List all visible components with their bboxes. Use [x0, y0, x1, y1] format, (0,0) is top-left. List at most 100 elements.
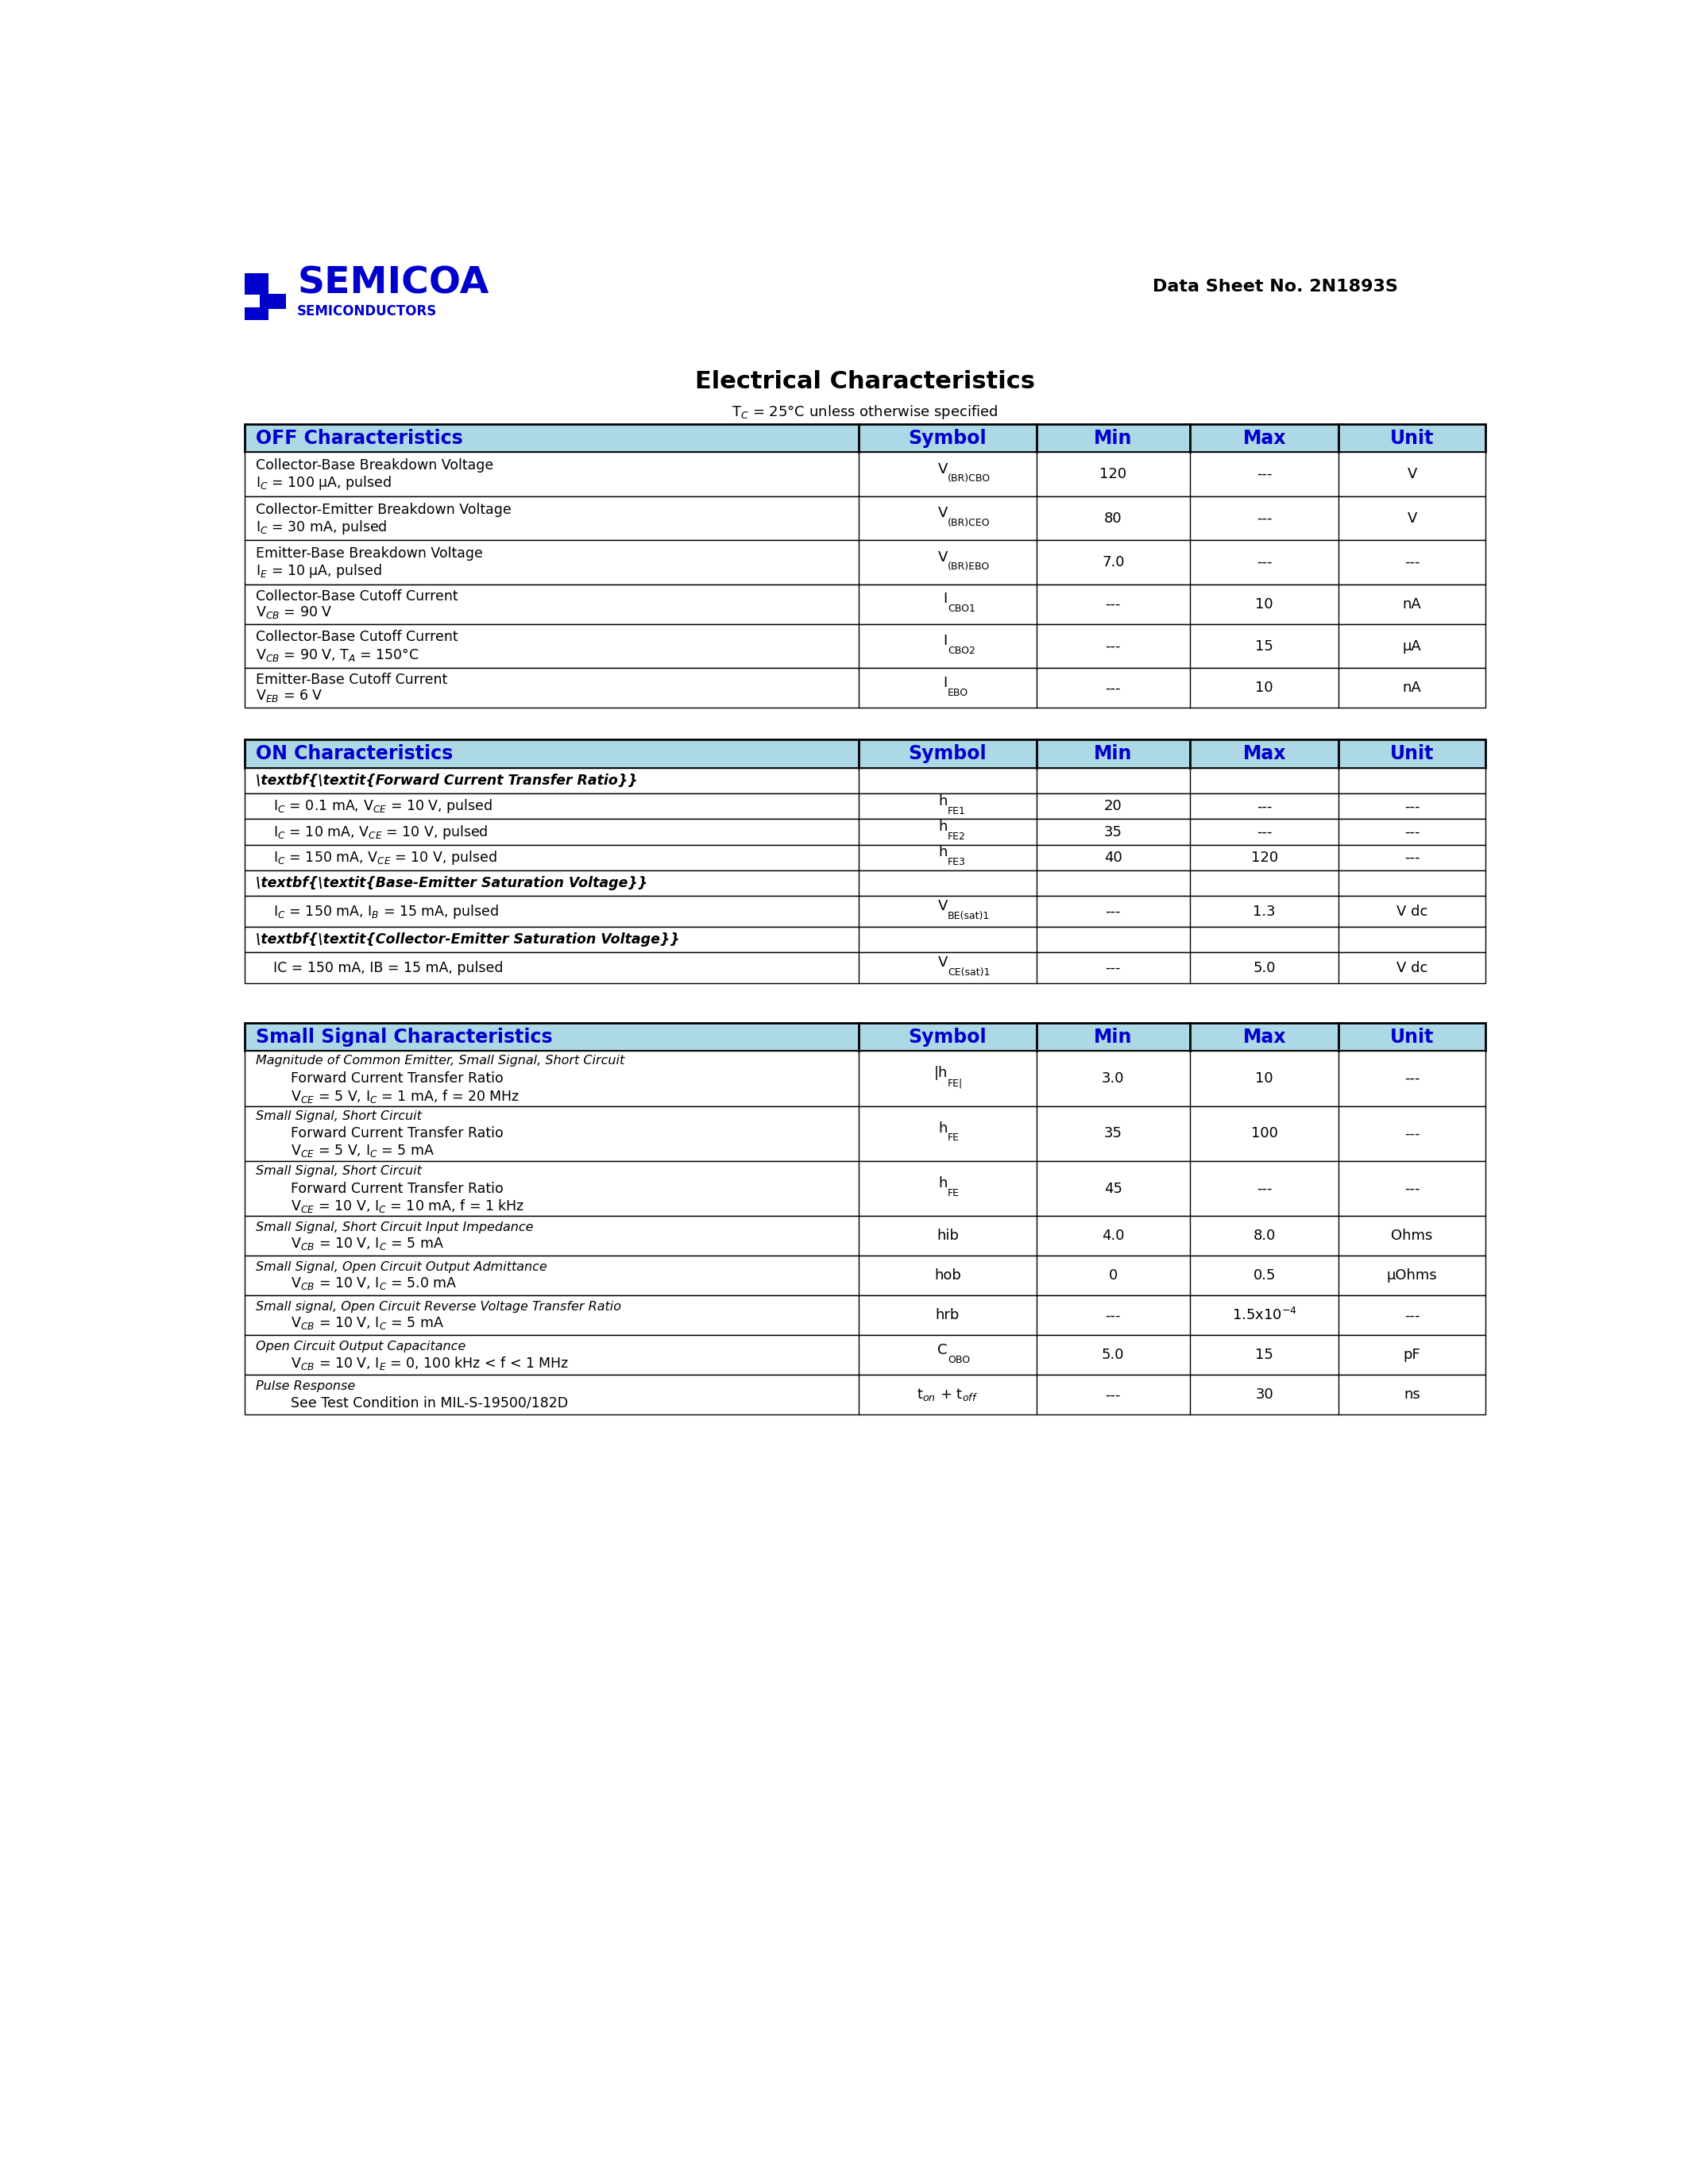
Text: V$_{CE}$ = 5 V, I$_C$ = 5 mA: V$_{CE}$ = 5 V, I$_C$ = 5 mA — [257, 1142, 436, 1160]
Text: (BR)CEO: (BR)CEO — [947, 518, 991, 529]
Text: Small Signal, Open Circuit Output Admittance: Small Signal, Open Circuit Output Admitt… — [257, 1260, 547, 1273]
Text: ---: --- — [1106, 1387, 1121, 1402]
Text: Unit: Unit — [1389, 745, 1435, 762]
Text: T$_C$ = 25°C unless otherwise specified: T$_C$ = 25°C unless otherwise specified — [733, 404, 998, 422]
Text: FE1: FE1 — [947, 806, 966, 817]
Bar — [245, 273, 268, 295]
Text: Max: Max — [1242, 428, 1286, 448]
Bar — [245, 625, 1485, 668]
Bar — [245, 1295, 1485, 1334]
Text: V$_{CB}$ = 90 V: V$_{CB}$ = 90 V — [257, 605, 333, 620]
Bar — [260, 295, 285, 310]
Bar — [245, 1051, 1485, 1105]
Text: 8.0: 8.0 — [1252, 1230, 1276, 1243]
Text: 1.3: 1.3 — [1252, 904, 1276, 919]
Text: 3.0: 3.0 — [1102, 1072, 1124, 1085]
Text: OBO: OBO — [947, 1354, 971, 1365]
Text: SEMICONDUCTORS: SEMICONDUCTORS — [297, 304, 437, 319]
Bar — [245, 452, 1485, 496]
Text: V$_{CB}$ = 10 V, I$_C$ = 5 mA: V$_{CB}$ = 10 V, I$_C$ = 5 mA — [257, 1236, 444, 1251]
Text: Forward Current Transfer Ratio: Forward Current Transfer Ratio — [257, 1182, 503, 1195]
Text: h: h — [939, 795, 947, 808]
Text: 0.5: 0.5 — [1252, 1269, 1276, 1282]
Text: Pulse Response: Pulse Response — [257, 1380, 356, 1391]
Text: V: V — [1408, 511, 1416, 526]
Text: FE: FE — [947, 1133, 959, 1142]
Text: V dc: V dc — [1396, 904, 1428, 919]
Text: I$_E$ = 10 μA, pulsed: I$_E$ = 10 μA, pulsed — [257, 563, 381, 581]
Text: I: I — [944, 675, 947, 690]
Text: Small Signal, Short Circuit Input Impedance: Small Signal, Short Circuit Input Impeda… — [257, 1221, 533, 1234]
Text: hrb: hrb — [935, 1308, 960, 1324]
Text: Collector-Emitter Breakdown Voltage: Collector-Emitter Breakdown Voltage — [257, 502, 511, 518]
Text: CBO1: CBO1 — [947, 603, 976, 614]
Text: 10: 10 — [1256, 596, 1273, 612]
Bar — [245, 793, 1485, 819]
Text: Symbol: Symbol — [908, 745, 987, 762]
Text: ---: --- — [1106, 681, 1121, 695]
Bar — [245, 1256, 1485, 1295]
Text: V: V — [939, 463, 947, 476]
Text: Unit: Unit — [1389, 428, 1435, 448]
Bar — [245, 1216, 1485, 1256]
Text: Small Signal, Short Circuit: Small Signal, Short Circuit — [257, 1164, 422, 1177]
Text: t$_{on}$ + t$_{off}$: t$_{on}$ + t$_{off}$ — [917, 1387, 979, 1402]
Text: 30: 30 — [1256, 1387, 1273, 1402]
Text: FE: FE — [947, 1188, 959, 1199]
Text: I$_C$ = 150 mA, I$_B$ = 15 mA, pulsed: I$_C$ = 150 mA, I$_B$ = 15 mA, pulsed — [257, 902, 500, 919]
Text: 1.5x10$^{-4}$: 1.5x10$^{-4}$ — [1232, 1308, 1296, 1324]
Text: 0: 0 — [1109, 1269, 1117, 1282]
Text: See Test Condition in MIL-S-19500/182D: See Test Condition in MIL-S-19500/182D — [257, 1396, 569, 1411]
Text: 80: 80 — [1104, 511, 1123, 526]
Text: Min: Min — [1094, 745, 1133, 762]
Bar — [245, 1022, 1485, 1051]
Text: Electrical Characteristics: Electrical Characteristics — [695, 369, 1035, 393]
Text: V$_{CB}$ = 10 V, I$_C$ = 5 mA: V$_{CB}$ = 10 V, I$_C$ = 5 mA — [257, 1315, 444, 1332]
Text: CBO2: CBO2 — [947, 646, 976, 655]
Text: ns: ns — [1404, 1387, 1420, 1402]
Text: I: I — [944, 633, 947, 649]
Text: 40: 40 — [1104, 850, 1123, 865]
Text: 15: 15 — [1256, 1348, 1273, 1363]
Text: FE3: FE3 — [947, 856, 966, 867]
Text: Small Signal Characteristics: Small Signal Characteristics — [257, 1026, 554, 1046]
Text: ---: --- — [1256, 511, 1273, 526]
Bar — [245, 740, 1485, 769]
Text: I$_C$ = 30 mA, pulsed: I$_C$ = 30 mA, pulsed — [257, 518, 388, 535]
Text: FE|: FE| — [947, 1079, 962, 1088]
Bar — [245, 496, 1485, 539]
Text: Ohms: Ohms — [1391, 1230, 1433, 1243]
Text: (BR)EBO: (BR)EBO — [947, 561, 989, 572]
Bar — [245, 845, 1485, 871]
Text: V$_{CB}$ = 10 V, I$_E$ = 0, 100 kHz < f < 1 MHz: V$_{CB}$ = 10 V, I$_E$ = 0, 100 kHz < f … — [257, 1354, 569, 1372]
Text: 7.0: 7.0 — [1102, 555, 1124, 570]
Text: V$_{CE}$ = 5 V, I$_C$ = 1 mA, f = 20 MHz: V$_{CE}$ = 5 V, I$_C$ = 1 mA, f = 20 MHz — [257, 1088, 520, 1105]
Text: ---: --- — [1256, 826, 1273, 839]
Text: nA: nA — [1403, 681, 1421, 695]
Text: V$_{EB}$ = 6 V: V$_{EB}$ = 6 V — [257, 688, 322, 703]
Text: I$_C$ = 150 mA, V$_{CE}$ = 10 V, pulsed: I$_C$ = 150 mA, V$_{CE}$ = 10 V, pulsed — [257, 850, 498, 867]
Text: 120: 120 — [1099, 467, 1126, 480]
Text: I$_C$ = 10 mA, V$_{CE}$ = 10 V, pulsed: I$_C$ = 10 mA, V$_{CE}$ = 10 V, pulsed — [257, 823, 488, 841]
Text: V: V — [1408, 467, 1416, 480]
Text: Open Circuit Output Capacitance: Open Circuit Output Capacitance — [257, 1341, 466, 1352]
Text: EBO: EBO — [947, 688, 969, 697]
Text: hib: hib — [937, 1230, 959, 1243]
Text: ---: --- — [1256, 799, 1273, 812]
Bar — [245, 424, 1485, 452]
Text: Min: Min — [1094, 428, 1133, 448]
Text: V$_{CB}$ = 90 V, T$_A$ = 150°C: V$_{CB}$ = 90 V, T$_A$ = 150°C — [257, 646, 420, 664]
Text: V: V — [939, 900, 947, 913]
Bar — [245, 769, 1485, 793]
Text: V$_{CB}$ = 10 V, I$_C$ = 5.0 mA: V$_{CB}$ = 10 V, I$_C$ = 5.0 mA — [257, 1275, 457, 1291]
Text: I$_C$ = 0.1 mA, V$_{CE}$ = 10 V, pulsed: I$_C$ = 0.1 mA, V$_{CE}$ = 10 V, pulsed — [257, 797, 493, 815]
Bar — [245, 926, 1485, 952]
Text: V: V — [939, 507, 947, 520]
Text: V: V — [939, 954, 947, 970]
Text: 120: 120 — [1251, 850, 1278, 865]
Text: ---: --- — [1106, 1308, 1121, 1324]
Text: 35: 35 — [1104, 1127, 1123, 1140]
Text: \textbf{\textit{Base-Emitter Saturation Voltage}}: \textbf{\textit{Base-Emitter Saturation … — [257, 876, 648, 891]
Text: ---: --- — [1404, 826, 1420, 839]
Bar — [245, 308, 268, 321]
